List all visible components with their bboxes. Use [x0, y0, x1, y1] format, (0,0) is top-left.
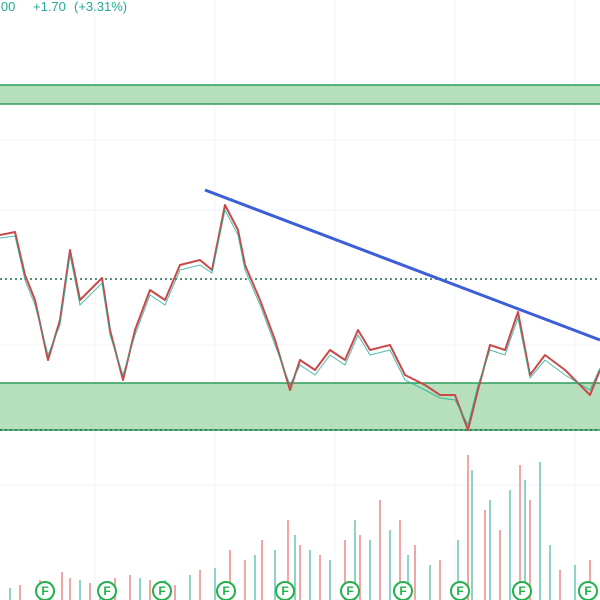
price-change-percent: (+3.31%)	[74, 0, 127, 14]
event-marker[interactable]	[450, 581, 470, 600]
event-marker[interactable]	[152, 581, 172, 600]
event-marker[interactable]	[216, 581, 236, 600]
event-marker-label: F	[456, 584, 463, 598]
price-change: +1.70	[33, 0, 66, 14]
event-marker[interactable]	[97, 581, 117, 600]
event-marker[interactable]	[512, 581, 532, 600]
event-marker[interactable]	[578, 581, 598, 600]
event-marker-label: F	[158, 584, 165, 598]
event-marker[interactable]	[35, 581, 55, 600]
event-marker[interactable]	[340, 581, 360, 600]
event-marker-label: F	[518, 584, 525, 598]
last-price: 3.00	[0, 0, 15, 14]
trend-line	[204, 188, 600, 342]
event-marker-label: F	[41, 584, 48, 598]
event-marker-label: F	[281, 584, 288, 598]
price-line-up	[0, 208, 600, 427]
resistance-zone	[0, 84, 600, 105]
volume-bars	[9, 455, 591, 600]
event-marker[interactable]	[393, 581, 413, 600]
event-marker-label: F	[399, 584, 406, 598]
price-line	[0, 204, 600, 431]
event-marker[interactable]	[275, 581, 295, 600]
event-marker-label: F	[103, 584, 110, 598]
event-marker-label: F	[584, 584, 591, 598]
event-marker-label: F	[222, 584, 229, 598]
support-zone	[0, 382, 600, 431]
event-marker-label: F	[346, 584, 353, 598]
